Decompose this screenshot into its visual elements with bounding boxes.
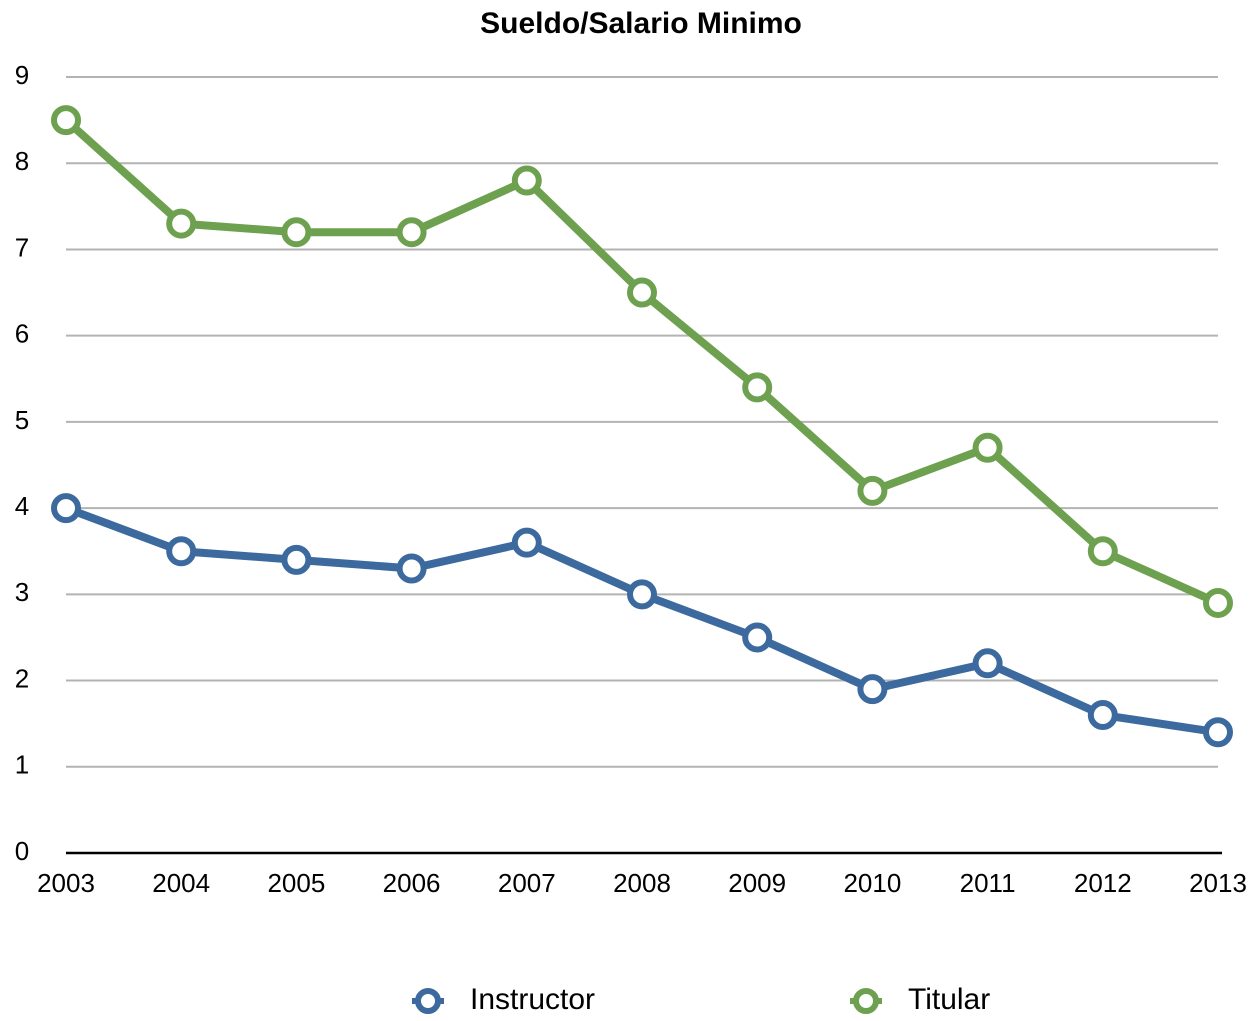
x-tick-label: 2012 — [1074, 868, 1132, 898]
legend-marker — [415, 988, 441, 1014]
chart-title: Sueldo/Salario Minimo — [480, 7, 802, 40]
data-point — [511, 527, 542, 558]
data-point — [1203, 717, 1233, 748]
x-tick-label: 2008 — [613, 868, 671, 898]
y-tick-label: 4 — [15, 491, 29, 521]
legend-label: Instructor — [470, 983, 595, 1016]
data-point — [972, 432, 1003, 463]
series-line — [63, 117, 1220, 607]
data-point — [281, 217, 312, 248]
x-tick-label: 2010 — [843, 868, 901, 898]
series-line — [64, 504, 1219, 737]
data-point — [857, 475, 888, 506]
data-point — [396, 553, 427, 584]
y-tick-label: 0 — [15, 836, 29, 866]
data-point — [627, 579, 657, 610]
data-point — [166, 536, 197, 567]
data-point — [281, 544, 312, 575]
y-tick-label: 2 — [15, 663, 29, 693]
y-tick-label: 1 — [15, 750, 29, 780]
x-tick-label: 2009 — [728, 868, 786, 898]
legend-marker — [853, 988, 879, 1014]
x-tick-label: 2011 — [960, 868, 1016, 898]
data-point — [51, 105, 81, 136]
data-point — [742, 622, 773, 653]
y-tick-label: 7 — [15, 232, 29, 262]
x-tick-label: 2004 — [152, 868, 210, 898]
data-point — [972, 648, 1003, 679]
data-point — [1087, 536, 1118, 567]
data-point — [1087, 700, 1118, 731]
data-point — [511, 165, 542, 196]
x-tick-label: 2013 — [1189, 868, 1247, 898]
y-tick-label: 3 — [15, 577, 29, 607]
data-point — [51, 493, 81, 524]
data-point — [396, 217, 427, 248]
data-point — [742, 372, 773, 403]
x-tick-label: 2005 — [267, 868, 325, 898]
y-tick-label: 5 — [15, 405, 29, 435]
legend-label: Titular — [908, 983, 990, 1016]
x-tick-label: 2007 — [498, 868, 556, 898]
y-tick-label: 6 — [15, 319, 29, 349]
x-tick-label: 2003 — [37, 868, 95, 898]
y-tick-label: 9 — [15, 60, 29, 90]
data-point — [857, 674, 888, 705]
x-tick-label: 2006 — [383, 868, 441, 898]
data-point — [627, 277, 657, 308]
data-point — [1203, 587, 1233, 618]
data-point — [166, 208, 197, 239]
y-tick-label: 8 — [15, 146, 29, 176]
